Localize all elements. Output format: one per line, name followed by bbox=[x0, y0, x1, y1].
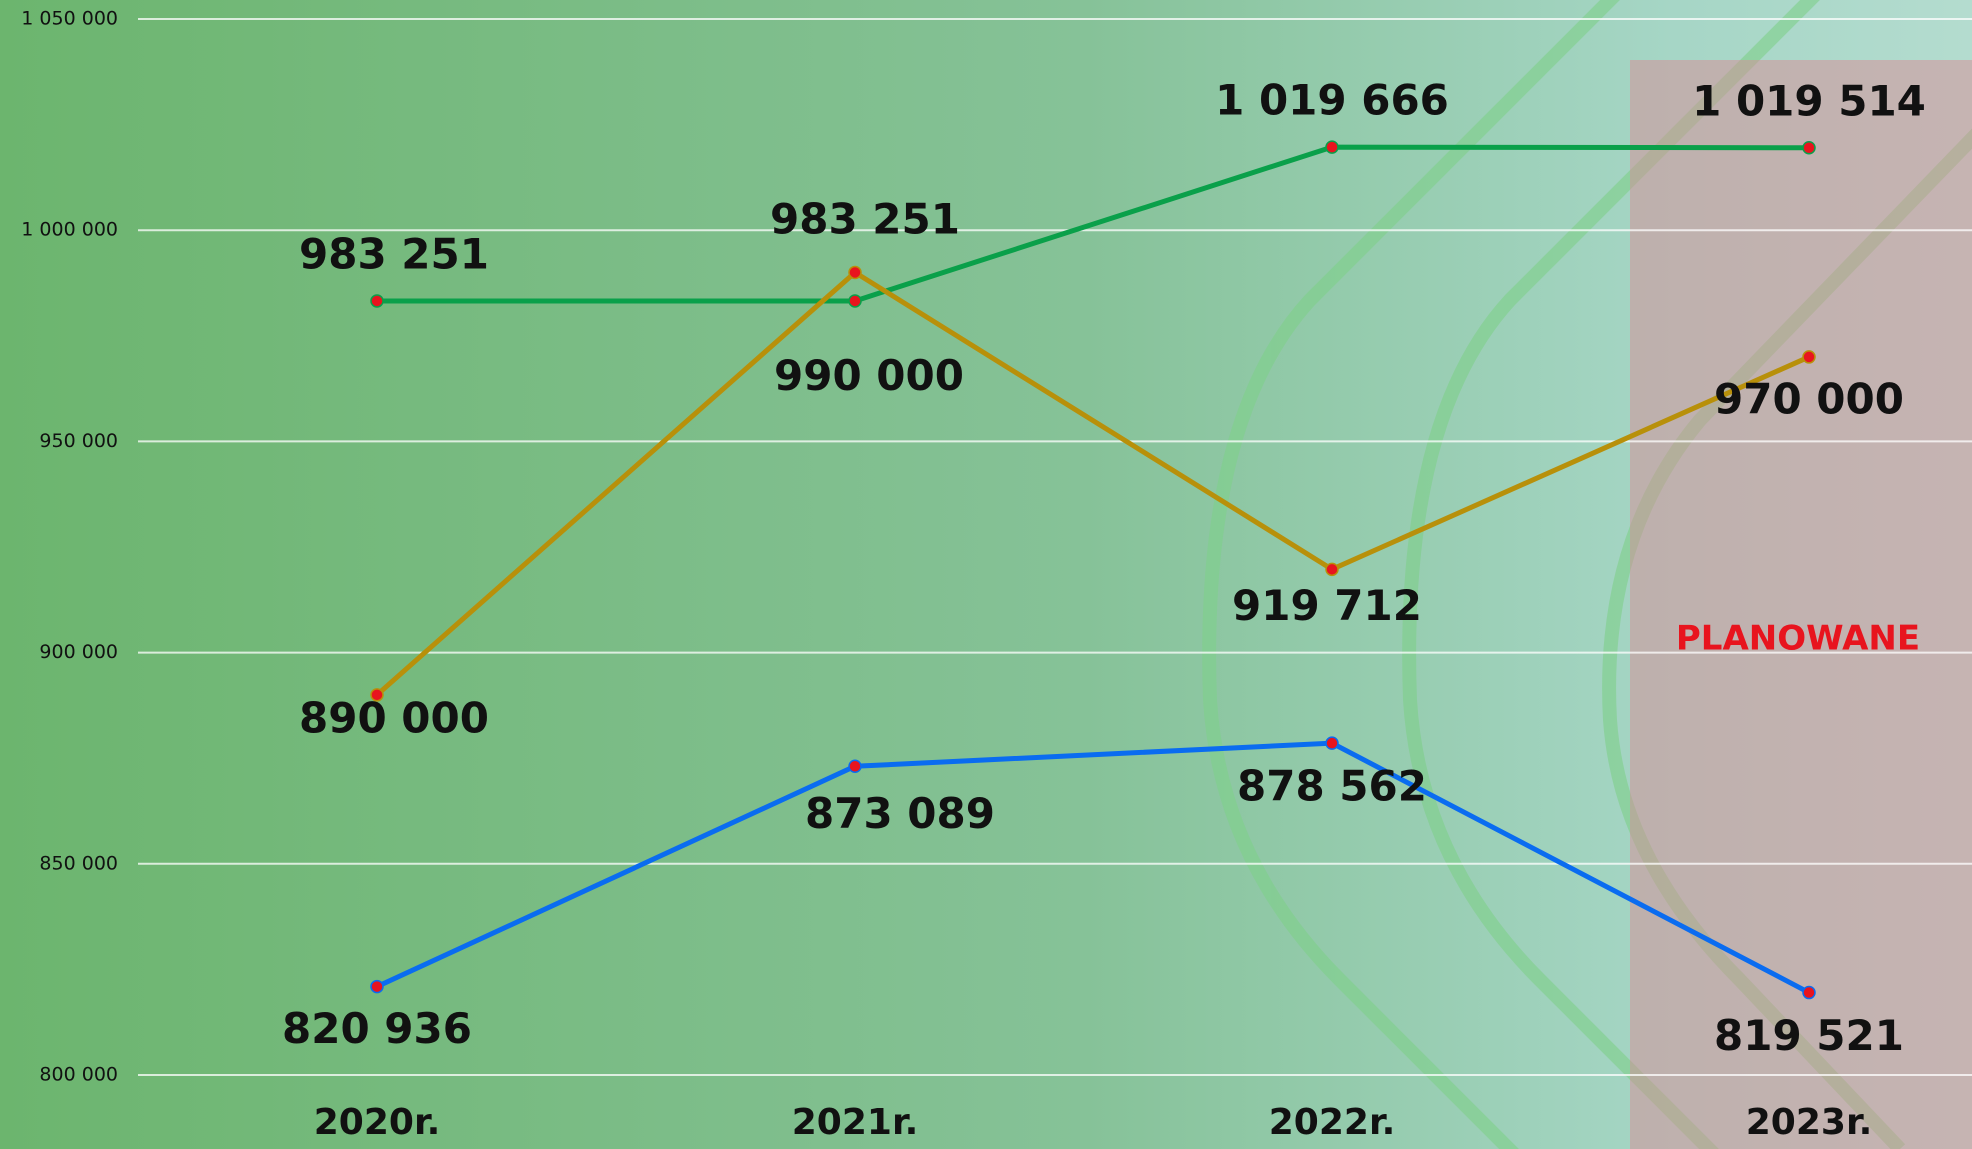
point bbox=[1802, 141, 1816, 155]
y-tick-label: 950 000 bbox=[39, 430, 118, 452]
y-tick-label: 900 000 bbox=[39, 641, 118, 663]
x-tick-label: 2023r. bbox=[1746, 1102, 1873, 1143]
value-label: 878 562 bbox=[1237, 762, 1427, 811]
y-tick-label: 850 000 bbox=[39, 852, 118, 874]
value-label: 820 936 bbox=[282, 1004, 472, 1053]
y-tick-label: 1 050 000 bbox=[21, 8, 118, 30]
point bbox=[848, 759, 862, 774]
point bbox=[1325, 562, 1339, 577]
point bbox=[370, 294, 384, 308]
point bbox=[370, 979, 384, 994]
value-label: 819 521 bbox=[1714, 1011, 1904, 1060]
value-label: 990 000 bbox=[774, 351, 964, 400]
value-label: 970 000 bbox=[1714, 374, 1904, 423]
x-tick-label: 2021r. bbox=[792, 1102, 919, 1143]
value-label: 890 000 bbox=[299, 693, 489, 742]
series-line bbox=[377, 144, 1810, 304]
point bbox=[848, 294, 862, 308]
value-label: 983 251 bbox=[299, 229, 489, 278]
x-tick-label: 2022r. bbox=[1269, 1102, 1396, 1143]
series-line bbox=[375, 269, 1811, 697]
point bbox=[1802, 985, 1816, 1000]
y-tick-label: 1 000 000 bbox=[21, 219, 118, 241]
value-label: 983 251 bbox=[770, 194, 960, 243]
point bbox=[1325, 736, 1339, 750]
point bbox=[1802, 350, 1816, 364]
point bbox=[1325, 140, 1339, 154]
point bbox=[848, 265, 862, 280]
value-label: 919 712 bbox=[1232, 581, 1422, 630]
value-label: 1 019 514 bbox=[1692, 76, 1926, 125]
x-tick-label: 2020r. bbox=[314, 1102, 441, 1143]
planned-region bbox=[1630, 60, 1972, 1149]
point bbox=[370, 688, 384, 702]
series-line bbox=[375, 740, 1811, 995]
value-label: 873 089 bbox=[805, 789, 995, 838]
y-tick-label: 800 000 bbox=[39, 1064, 118, 1086]
value-label: 1 019 666 bbox=[1215, 76, 1449, 125]
